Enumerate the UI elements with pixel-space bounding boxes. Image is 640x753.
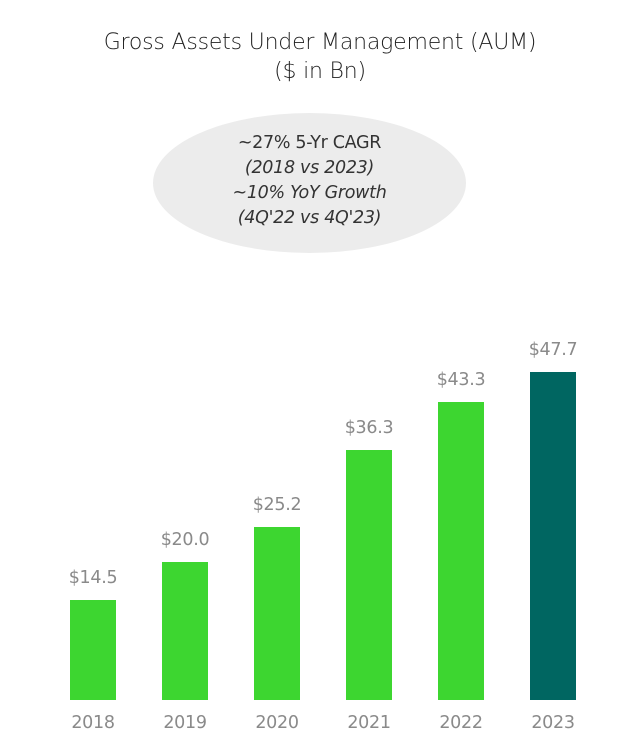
year-label: 2021 (347, 713, 391, 733)
chart-subtitle: ($ in Bn) (274, 59, 366, 84)
year-label: 2019 (163, 713, 207, 733)
bar-2023 (530, 372, 576, 700)
value-label: $20.0 (160, 530, 210, 550)
year-label: 2018 (71, 713, 115, 733)
yoy-text: ~10% YoY Growth (232, 183, 387, 203)
year-label: 2023 (531, 713, 575, 733)
year-label: 2022 (439, 713, 483, 733)
cagr-period: (2018 vs 2023) (244, 158, 375, 178)
value-label: $14.5 (68, 568, 118, 588)
bar-2021 (346, 450, 392, 700)
year-label: 2020 (255, 713, 299, 733)
yoy-period: (4Q'22 vs 4Q'23) (237, 208, 382, 228)
cagr-text: ~27% 5-Yr CAGR (237, 133, 382, 153)
bar-2020 (254, 527, 300, 700)
value-label: $25.2 (252, 495, 302, 515)
chart-title: Gross Assets Under Management (AUM) (103, 30, 537, 55)
value-label: $47.7 (528, 340, 578, 360)
value-label: $43.3 (436, 370, 486, 390)
bar-2018 (70, 600, 116, 700)
value-label: $36.3 (344, 418, 394, 438)
growth-callout (153, 113, 466, 253)
bar-2022 (438, 402, 484, 700)
bar-2019 (162, 562, 208, 700)
